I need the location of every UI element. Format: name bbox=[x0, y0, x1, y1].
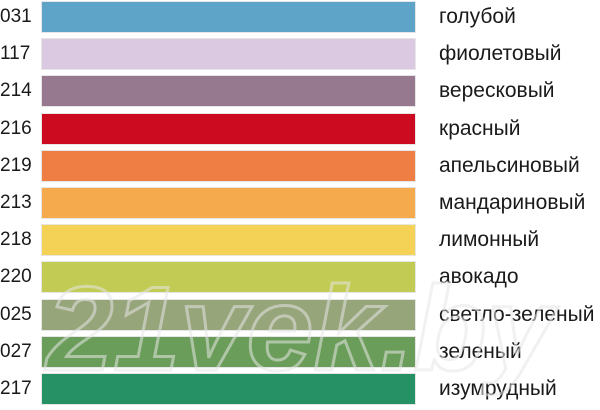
swatch-code: 025 bbox=[0, 303, 32, 325]
color-swatch bbox=[41, 298, 416, 331]
swatch-name: голубой bbox=[439, 5, 516, 28]
color-swatch bbox=[41, 38, 416, 71]
swatch-code: 216 bbox=[0, 117, 32, 139]
swatch-name: апельсиновый bbox=[439, 153, 580, 177]
color-swatch bbox=[41, 149, 416, 182]
swatch-code: 214 bbox=[0, 80, 32, 102]
swatch-code: 218 bbox=[0, 229, 32, 251]
swatch-name: светло-зеленый bbox=[439, 302, 595, 326]
swatch-row: 217 изумрудный bbox=[0, 373, 600, 410]
swatch-code: 117 bbox=[0, 43, 31, 65]
color-swatch bbox=[41, 1, 416, 33]
swatch-row: 025 светло-зеленый bbox=[0, 298, 600, 336]
color-swatch bbox=[41, 75, 416, 108]
swatch-code: 031 bbox=[0, 6, 32, 27]
color-swatch bbox=[41, 261, 416, 294]
swatch-row: 117 фиолетовый bbox=[0, 38, 600, 75]
swatch-row: 213 мандариновый bbox=[0, 187, 600, 224]
swatch-name: авокадо bbox=[439, 265, 519, 289]
swatch-name: лимонный bbox=[439, 228, 540, 252]
swatch-row: 214 вересковый bbox=[0, 75, 600, 112]
swatch-name: мандариновый bbox=[439, 191, 586, 214]
swatch-code: 217 bbox=[0, 378, 32, 399]
swatch-code: 219 bbox=[0, 154, 32, 176]
swatch-row: 031 голубой bbox=[0, 1, 600, 38]
swatch-code: 213 bbox=[0, 192, 32, 213]
color-swatch bbox=[41, 335, 416, 368]
color-swatch bbox=[41, 224, 416, 257]
swatch-name: красный bbox=[439, 116, 521, 140]
swatch-code: 027 bbox=[0, 340, 32, 362]
swatch-row: 218 лимонный bbox=[0, 224, 600, 261]
swatch-row: 027 зеленый bbox=[0, 335, 600, 373]
swatch-name: фиолетовый bbox=[439, 42, 562, 66]
swatch-name: вересковый bbox=[439, 79, 555, 103]
swatch-name: зеленый bbox=[439, 339, 522, 363]
swatch-name: изумрудный bbox=[439, 377, 557, 400]
color-swatch bbox=[41, 373, 416, 405]
swatch-row: 219 апельсиновый bbox=[0, 149, 600, 187]
swatch-row: 216 красный bbox=[0, 112, 600, 150]
swatch-code: 220 bbox=[0, 266, 32, 288]
color-swatch bbox=[41, 112, 416, 145]
color-swatch bbox=[41, 187, 416, 219]
swatch-row: 220 авокадо bbox=[0, 261, 600, 298]
